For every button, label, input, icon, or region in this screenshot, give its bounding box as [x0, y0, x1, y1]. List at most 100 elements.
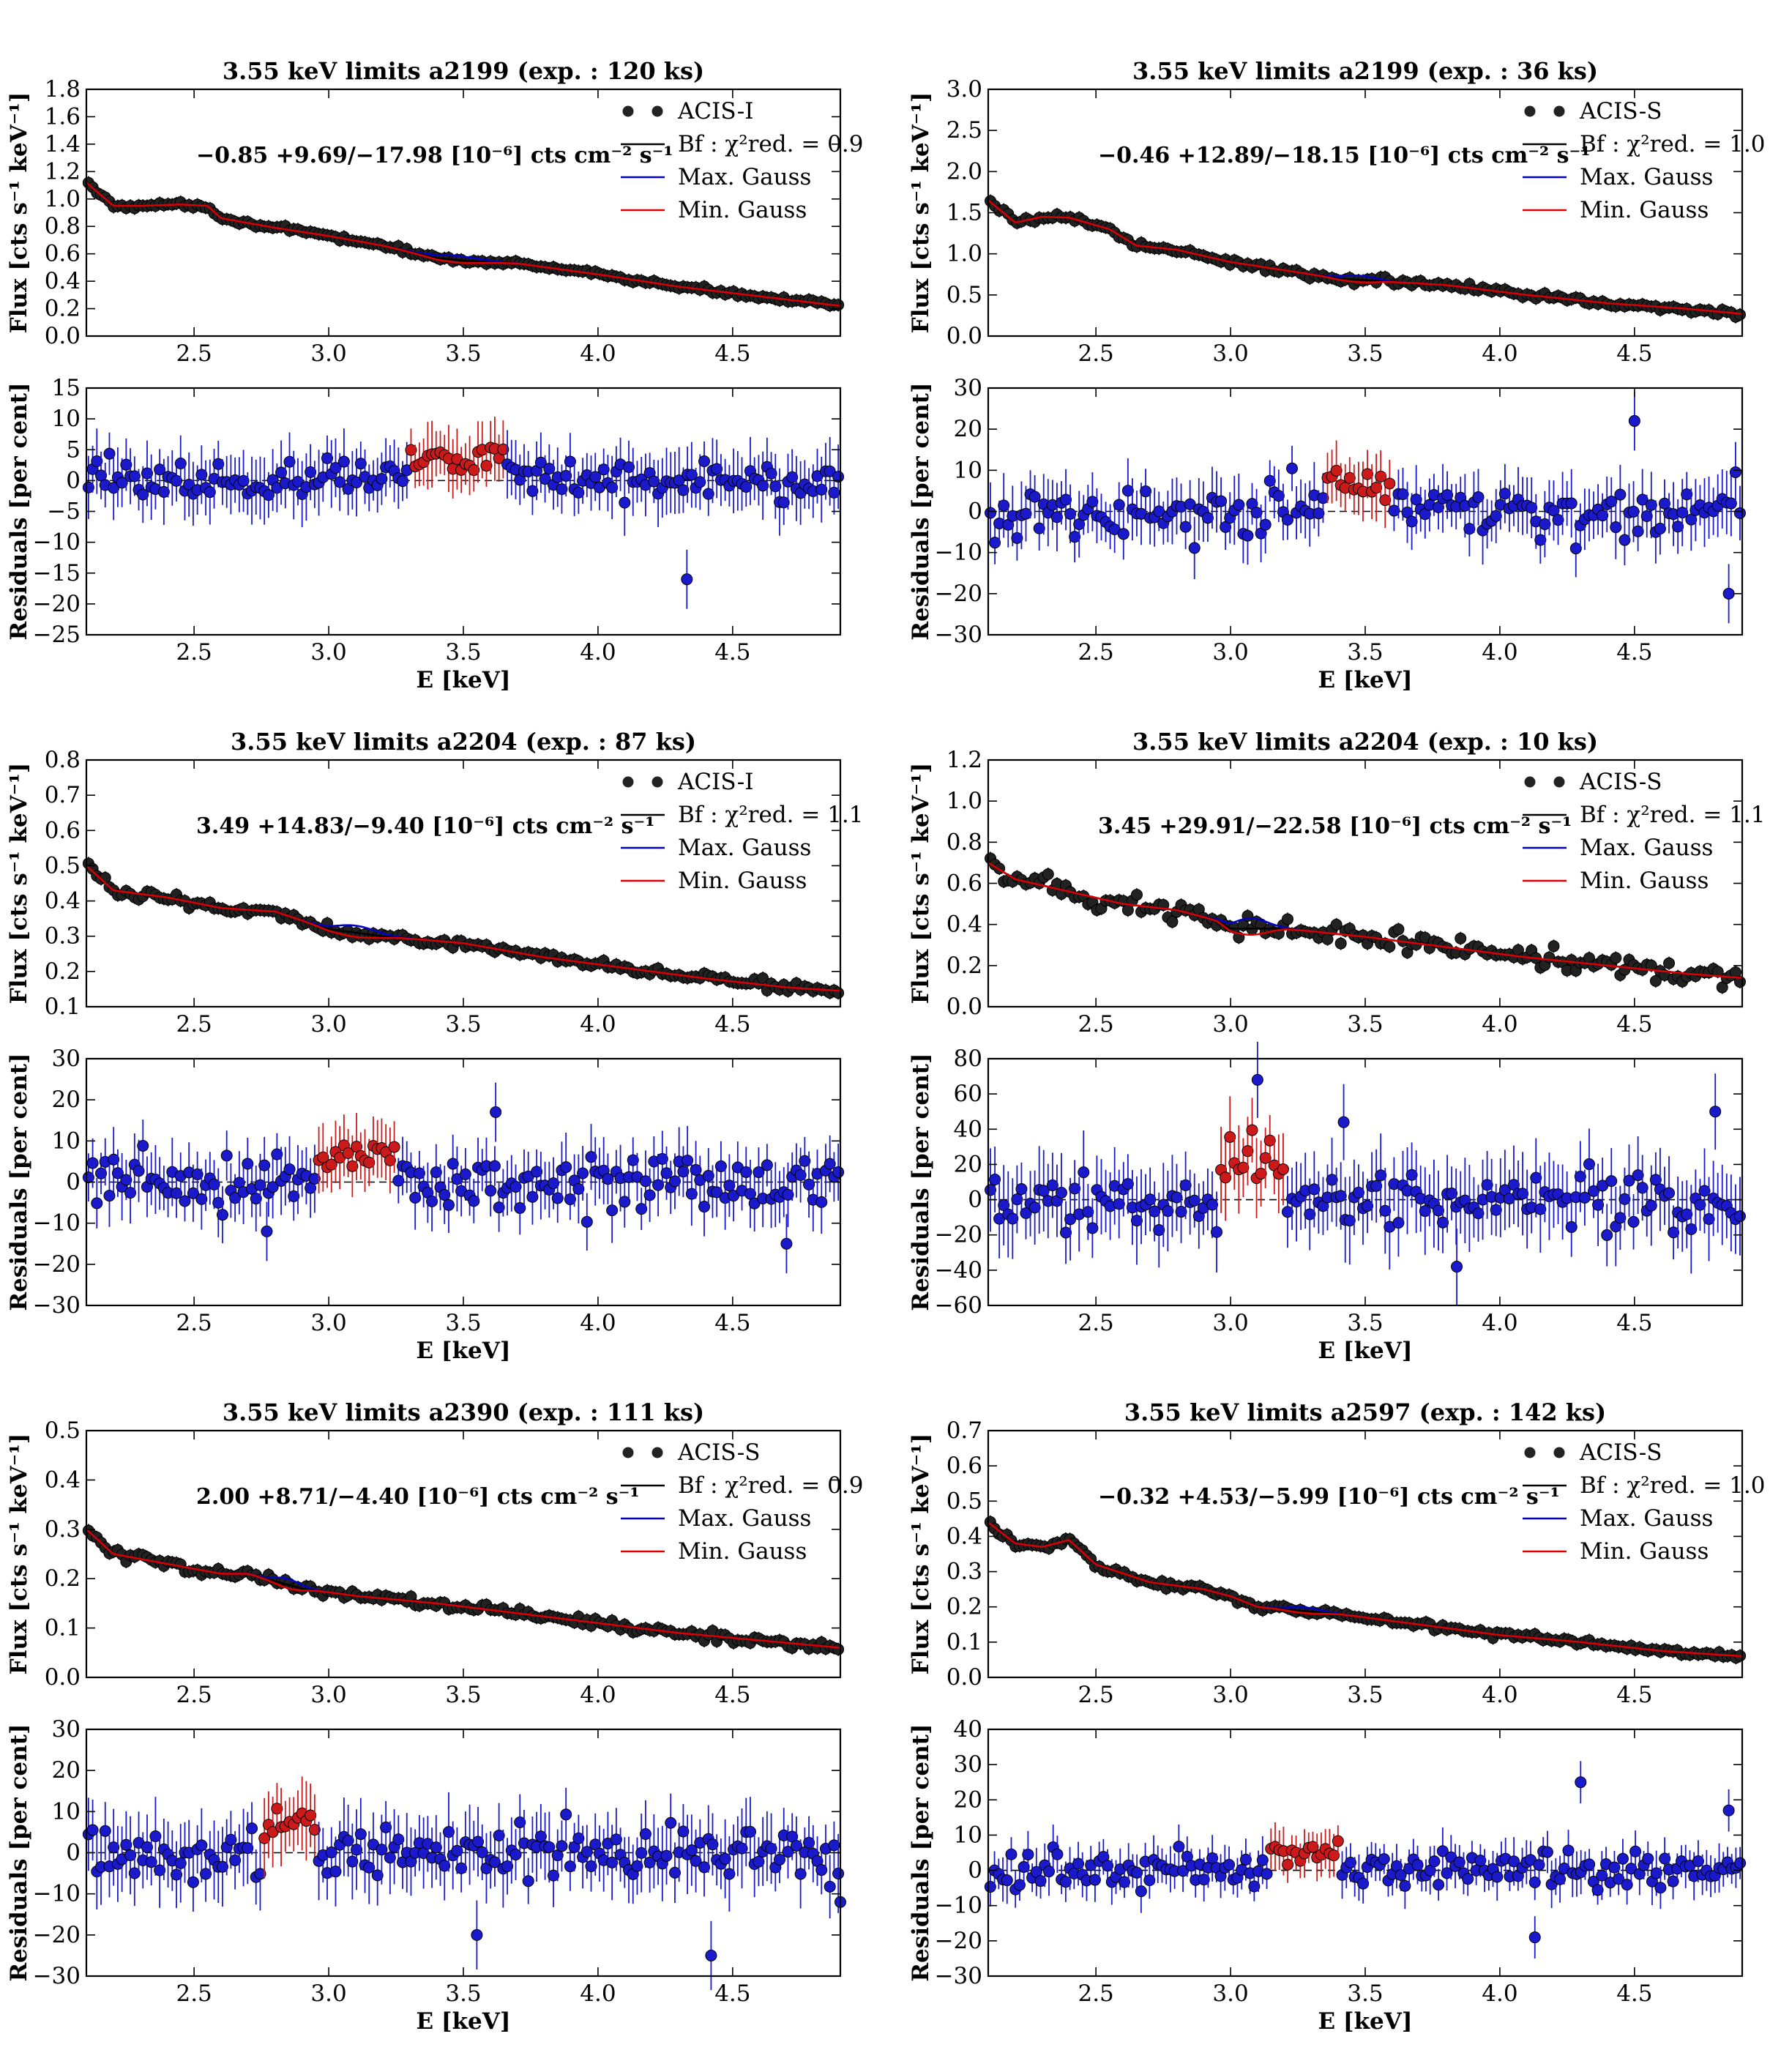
x-tick-label: 4.5: [1616, 1310, 1652, 1336]
residual-data-point: [1179, 521, 1192, 533]
legend-label: Min. Gauss: [678, 868, 807, 894]
y-tick-label: 30: [954, 1751, 982, 1778]
residual-data-point: [1149, 1205, 1161, 1218]
residual-data-point: [694, 476, 706, 488]
chart-panel-1: 3.55 keV limits a2199 (exp. : 120 ks) 2.5…: [6, 57, 863, 693]
x-tick-label: 2.5: [1078, 1682, 1113, 1708]
min-gauss-line: [987, 199, 1743, 315]
y-tick-label: 0.0: [946, 994, 982, 1020]
residual-y-axis-label: Residuals [per cent]: [908, 1723, 934, 1981]
flux-y-axis-label: Flux [cts s⁻¹ keV⁻¹]: [908, 763, 934, 1005]
x-tick-label: 3.5: [1347, 1011, 1383, 1037]
residual-data-point: [405, 444, 417, 456]
residual-data-point: [543, 463, 556, 475]
residual-data-point: [1419, 1205, 1431, 1218]
residual-data-point: [1332, 1835, 1344, 1847]
residual-data-point: [698, 455, 711, 467]
residual-data-point: [1281, 513, 1293, 526]
legend-marker: [1553, 1447, 1565, 1458]
x-tick-label: 2.5: [1078, 340, 1113, 367]
residual-data-point: [497, 443, 509, 455]
y-tick-label: 1.2: [946, 747, 982, 773]
y-tick-label: 30: [52, 1716, 81, 1743]
residual-data-point: [1614, 1212, 1627, 1224]
residual-data-point: [1188, 1194, 1201, 1207]
y-tick-label: −20: [33, 591, 81, 617]
residual-data-point: [1211, 1226, 1223, 1238]
residual-data-point: [1623, 1174, 1635, 1187]
x-tick-label: 3.0: [310, 639, 346, 666]
residual-data-point: [1433, 1879, 1445, 1891]
y-tick-label: 2.5: [946, 117, 982, 144]
residual-data-point: [769, 480, 782, 493]
legend-label: Max. Gauss: [678, 835, 811, 861]
residual-data-point: [1050, 511, 1063, 523]
y-tick-label: −10: [33, 1881, 81, 1907]
x-tick-label: 3.5: [445, 1310, 481, 1336]
residual-data-point: [346, 1160, 359, 1172]
y-tick-label: 0: [968, 1187, 982, 1213]
residual-data-point: [677, 484, 690, 496]
x-tick-label: 4.0: [580, 639, 616, 666]
residual-data-point: [157, 485, 170, 498]
residual-data-point: [1610, 521, 1622, 534]
y-tick-label: 1.4: [45, 131, 81, 157]
residual-data-point: [522, 1875, 534, 1887]
residual-data-point: [1517, 1188, 1529, 1200]
residual-data-point: [1627, 505, 1640, 518]
chart-panel-2: 3.55 keV limits a2199 (exp. : 36 ks) 2.5 3…: [908, 57, 1765, 693]
legend-label: Bf : χ²red. = 1.1: [1580, 802, 1765, 828]
legend-label: Max. Gauss: [1580, 164, 1713, 190]
residual-data-point: [1188, 542, 1201, 554]
residual-data-point: [95, 469, 108, 482]
residual-data-point: [602, 1173, 614, 1185]
y-tick-label: 0.5: [45, 852, 81, 879]
residual-data-point: [1281, 1206, 1293, 1218]
residual-data-point: [1432, 1204, 1444, 1217]
residual-data-point: [1658, 497, 1670, 510]
residual-data-point: [392, 1174, 405, 1187]
flux-limit-annotation: −0.46 +12.89/−18.15 [10⁻⁶] cts cm⁻² s⁻¹: [1098, 143, 1591, 168]
legend-label: Min. Gauss: [678, 197, 807, 223]
y-tick-label: 0.7: [946, 1417, 982, 1444]
residual-data-point: [1179, 1179, 1192, 1191]
residual-data-point: [1632, 1169, 1644, 1182]
residual-data-point: [1410, 493, 1422, 506]
residual-data-point: [187, 1187, 199, 1199]
legend: ACIS-S Bf : χ²red. = 1.1 Max. Gauss Min. Ga…: [1523, 769, 1765, 894]
residual-data-point: [103, 447, 116, 460]
residual-data-point: [1263, 1134, 1276, 1147]
y-tick-label: 15: [52, 375, 81, 401]
residual-data-point: [1503, 1193, 1515, 1205]
residual-data-point: [702, 488, 714, 500]
residual-data-point: [1064, 1213, 1077, 1226]
residual-data-point: [86, 1157, 99, 1169]
y-tick-label: 10: [52, 406, 81, 432]
flux-limit-annotation: −0.32 +4.53/−5.99 [10⁻⁶] cts cm⁻² s⁻¹: [1098, 1484, 1560, 1510]
residual-data-point: [1676, 507, 1689, 519]
residual-data-point: [426, 1195, 438, 1207]
residual-data-point: [1242, 529, 1254, 542]
y-tick-label: 0: [968, 1857, 982, 1884]
flux-data-point: [1610, 952, 1622, 964]
residual-data-point: [723, 1180, 736, 1192]
x-tick-label: 3.5: [1347, 1980, 1383, 2007]
x-tick-label: 3.5: [1347, 340, 1383, 367]
y-tick-label: 0: [66, 1840, 81, 1866]
residual-data-point: [1162, 1205, 1174, 1218]
residual-data-point: [1698, 1185, 1711, 1197]
y-tick-label: 0.8: [45, 213, 81, 239]
residual-data-point: [765, 467, 777, 480]
y-tick-label: 20: [52, 1757, 81, 1784]
residual-data-point: [1272, 490, 1285, 502]
residual-data-point: [1215, 495, 1228, 507]
residual-data-point: [237, 474, 250, 487]
residual-data-point: [1263, 474, 1276, 487]
residual-outlier-point: [1722, 1804, 1735, 1816]
residual-data-point: [577, 1167, 589, 1180]
y-tick-label: 0.7: [45, 782, 81, 808]
residual-outlier-point: [681, 573, 693, 586]
legend-marker: [651, 105, 663, 117]
y-tick-label: 0.5: [946, 282, 982, 308]
y-tick-label: −30: [935, 622, 982, 648]
